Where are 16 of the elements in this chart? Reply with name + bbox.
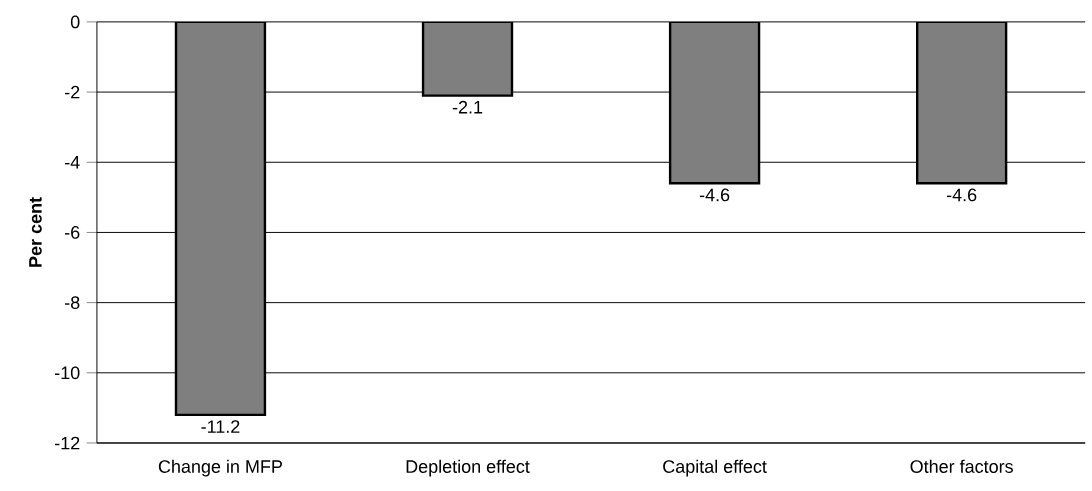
x-tick-label: Capital effect — [663, 459, 767, 477]
x-tick-label: Depletion effect — [406, 459, 530, 477]
y-tick-label: -6 — [65, 226, 80, 239]
y-tick-label: -4 — [65, 156, 80, 169]
y-tick-label: 0 — [70, 15, 80, 29]
data-label: -4.6 — [946, 188, 977, 202]
y-axis-title: Per cent — [29, 197, 42, 267]
data-label: -4.6 — [699, 188, 730, 202]
y-tick-label: -8 — [65, 296, 80, 310]
data-label: -2.1 — [452, 100, 483, 114]
y-tick-label: -10 — [55, 366, 80, 380]
x-tick-label: Other factors — [910, 459, 1013, 473]
data-label: -11.2 — [201, 420, 240, 433]
y-tick-label: -12 — [55, 436, 80, 450]
y-tick-label: -2 — [65, 85, 80, 99]
x-tick-label: Change in MFP — [158, 459, 282, 477]
